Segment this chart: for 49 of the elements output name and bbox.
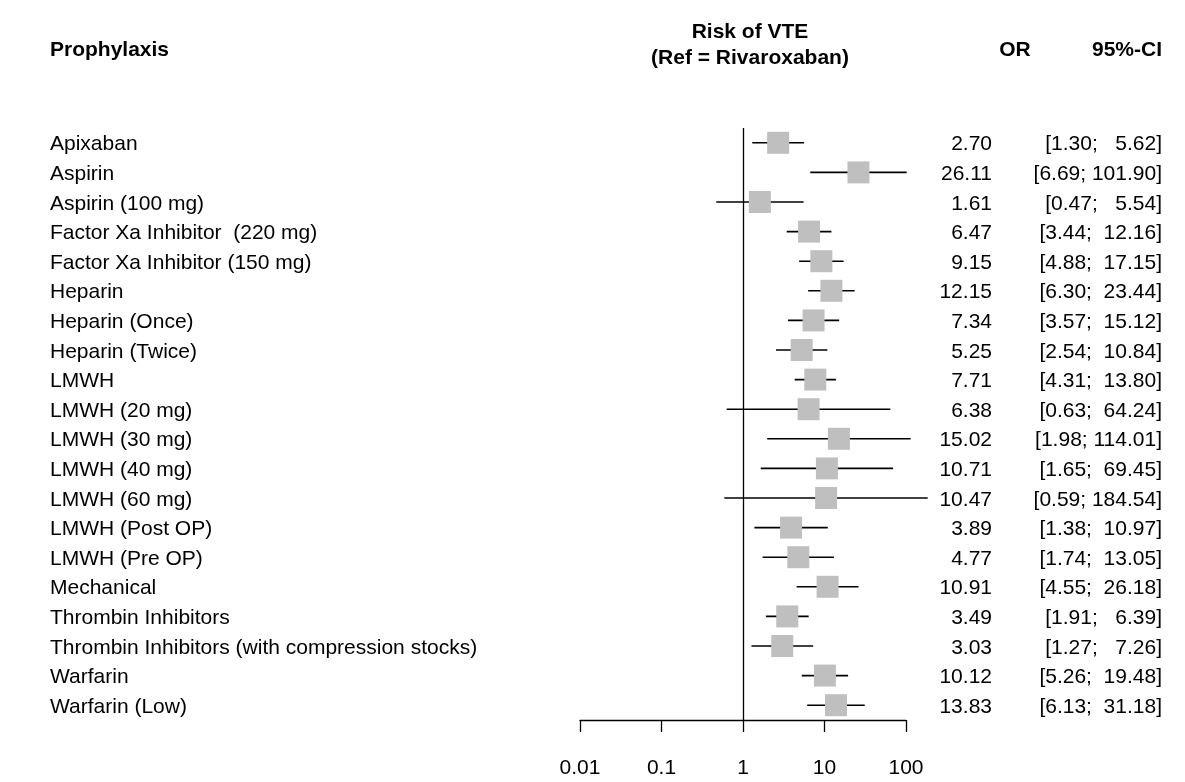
text: 3.03 [1.27; 7.26] bbox=[951, 634, 1162, 658]
text: 1.61 [0.47; 5.54] bbox=[951, 190, 1162, 214]
y-tick-label: Aspirin bbox=[50, 160, 115, 184]
y-tick-label: LMWH (Post OP) bbox=[50, 516, 213, 540]
y-tick-label: Aspirin (100 mg) bbox=[50, 190, 205, 214]
y-tick-label: Apixaban bbox=[50, 131, 138, 155]
y-tick-label: LMWH (20 mg) bbox=[50, 397, 193, 421]
text: 26.11 [6.69; 101.90] bbox=[941, 160, 1162, 184]
y-tick-label: Heparin (Once) bbox=[50, 308, 194, 332]
text: OR bbox=[999, 37, 1031, 60]
y-tick-label: Mechanical bbox=[50, 575, 157, 599]
text: 3.89 [1.38; 10.97] bbox=[951, 516, 1162, 540]
text: 4.77 [1.74; 13.05] bbox=[951, 545, 1162, 569]
y-tick-label: LMWH bbox=[50, 368, 115, 392]
y-tick-label: Heparin bbox=[50, 279, 124, 303]
chart-title: Risk of VTE (Ref = Rivaroxaban) bbox=[651, 18, 849, 68]
text: 10.71 [1.65; 69.45] bbox=[939, 456, 1162, 480]
x-tick-label: 1 bbox=[737, 755, 749, 778]
text: 6.47 [3.44; 12.16] bbox=[951, 220, 1162, 244]
y-tick-label: Thrombin Inhibitors (with compression stocks) bbox=[50, 634, 478, 658]
y-tick-label: Warfarin (Low) bbox=[50, 693, 187, 717]
y-tick-label: LMWH (60 mg) bbox=[50, 486, 193, 510]
y-tick-label: LMWH (30 mg) bbox=[50, 427, 193, 451]
text: 2.70 [1.30; 5.62] bbox=[951, 131, 1162, 155]
text: 10.12 [5.26; 19.48] bbox=[939, 664, 1162, 688]
text: 15.02 [1.98; 114.01] bbox=[939, 427, 1162, 451]
x-tick-label: 10 bbox=[812, 755, 837, 778]
x-tick-label: 0.1 bbox=[646, 755, 677, 778]
text: 3.49 [1.91; 6.39] bbox=[951, 604, 1162, 628]
text: 5.25 [2.54; 10.84] bbox=[951, 338, 1162, 362]
text: 6.38 [0.63; 64.24] bbox=[951, 397, 1162, 421]
y-tick-label: Thrombin Inhibitors bbox=[50, 604, 230, 628]
text: 12.15 [6.30; 23.44] bbox=[939, 279, 1162, 303]
text: 10.47 [0.59; 184.54] bbox=[939, 486, 1162, 510]
y-tick-label: Warfarin bbox=[50, 664, 129, 688]
text: 9.15 [4.88; 17.15] bbox=[951, 249, 1162, 273]
y-axis-title: Prophylaxis bbox=[50, 37, 170, 60]
text: 7.71 [4.31; 13.80] bbox=[951, 368, 1162, 392]
x-tick-label: 0.01 bbox=[559, 755, 601, 778]
text: 7.34 [3.57; 15.12] bbox=[951, 308, 1162, 332]
text: 95%-CI bbox=[1091, 37, 1162, 60]
text: 10.91 [4.55; 26.18] bbox=[939, 575, 1162, 599]
text: 13.83 [6.13; 31.18] bbox=[939, 693, 1162, 717]
y-tick-label: LMWH (Pre OP) bbox=[50, 545, 203, 569]
y-tick-label: Heparin (Twice) bbox=[50, 338, 198, 362]
y-tick-label: LMWH (40 mg) bbox=[50, 456, 193, 480]
x-tick-label: 100 bbox=[888, 755, 924, 778]
y-tick-label: Factor Xa Inhibitor (150 mg) bbox=[50, 249, 312, 273]
y-tick-label: Factor Xa Inhibitor (220 mg) bbox=[50, 220, 318, 244]
